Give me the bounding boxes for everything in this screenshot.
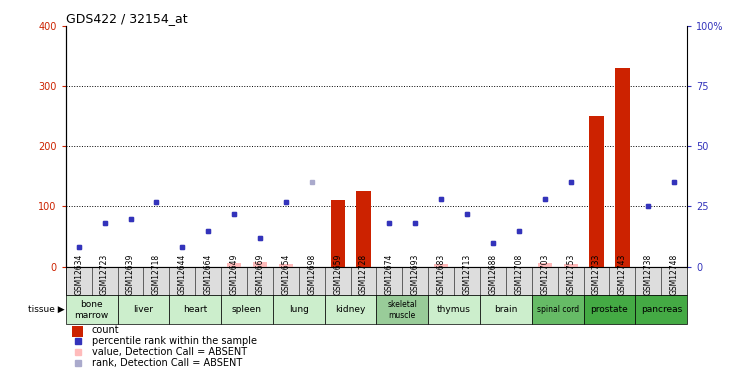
Text: bone
marrow: bone marrow <box>75 300 109 320</box>
Text: GSM12683: GSM12683 <box>436 254 446 296</box>
Text: GSM12674: GSM12674 <box>385 254 394 296</box>
Text: GSM12664: GSM12664 <box>204 254 213 296</box>
Text: heart: heart <box>183 305 208 314</box>
Text: GSM12708: GSM12708 <box>515 254 523 296</box>
Text: GSM12644: GSM12644 <box>178 254 187 296</box>
Bar <box>221 296 273 324</box>
Text: liver: liver <box>134 305 154 314</box>
Text: GSM12723: GSM12723 <box>100 254 109 296</box>
Bar <box>357 192 371 267</box>
Text: spleen: spleen <box>232 305 262 314</box>
Bar <box>480 296 532 324</box>
Bar <box>66 296 118 324</box>
Text: GSM12659: GSM12659 <box>333 254 342 296</box>
Bar <box>434 264 448 267</box>
Text: prostate: prostate <box>591 305 629 314</box>
Text: count: count <box>92 325 119 335</box>
Bar <box>330 201 345 267</box>
Text: GSM12654: GSM12654 <box>281 254 290 296</box>
Text: GSM12743: GSM12743 <box>618 254 627 296</box>
Text: GSM12649: GSM12649 <box>230 254 238 296</box>
Text: GDS422 / 32154_at: GDS422 / 32154_at <box>66 12 187 25</box>
Text: lung: lung <box>289 305 308 314</box>
Text: percentile rank within the sample: percentile rank within the sample <box>92 336 257 346</box>
Text: rank, Detection Call = ABSENT: rank, Detection Call = ABSENT <box>92 358 242 368</box>
Bar <box>273 296 325 324</box>
Bar <box>537 263 552 267</box>
Text: GSM12693: GSM12693 <box>411 254 420 296</box>
Text: brain: brain <box>494 305 518 314</box>
Text: GSM12718: GSM12718 <box>152 254 161 296</box>
Text: GSM12728: GSM12728 <box>359 254 368 296</box>
Text: GSM12703: GSM12703 <box>540 254 549 296</box>
Text: GSM12639: GSM12639 <box>126 254 135 296</box>
Text: GSM12669: GSM12669 <box>255 254 265 296</box>
Text: GSM12634: GSM12634 <box>75 254 83 296</box>
Bar <box>428 296 480 324</box>
Text: GSM12748: GSM12748 <box>670 254 678 296</box>
Text: GSM12753: GSM12753 <box>566 254 575 296</box>
Bar <box>279 264 293 267</box>
Bar <box>325 296 376 324</box>
Text: GSM12698: GSM12698 <box>307 254 317 296</box>
Text: GSM12713: GSM12713 <box>463 254 471 296</box>
Text: spinal cord: spinal cord <box>537 305 579 314</box>
Bar <box>170 296 221 324</box>
Text: GSM12688: GSM12688 <box>488 254 498 296</box>
Bar <box>564 264 577 267</box>
Text: pancreas: pancreas <box>640 305 682 314</box>
Bar <box>532 296 583 324</box>
Bar <box>118 296 170 324</box>
Bar <box>72 326 83 337</box>
Text: skeletal
muscle: skeletal muscle <box>387 300 417 320</box>
Text: tissue ▶: tissue ▶ <box>28 305 64 314</box>
Bar <box>635 296 687 324</box>
Text: GSM12738: GSM12738 <box>644 254 653 296</box>
Bar <box>376 296 428 324</box>
Bar <box>583 296 635 324</box>
Bar <box>66 267 687 296</box>
Text: GSM12733: GSM12733 <box>592 254 601 296</box>
Bar <box>616 68 629 267</box>
Bar <box>253 262 267 267</box>
Bar <box>589 116 604 267</box>
Text: thymus: thymus <box>437 305 471 314</box>
Bar <box>227 263 241 267</box>
Text: value, Detection Call = ABSENT: value, Detection Call = ABSENT <box>92 347 247 357</box>
Text: kidney: kidney <box>336 305 366 314</box>
